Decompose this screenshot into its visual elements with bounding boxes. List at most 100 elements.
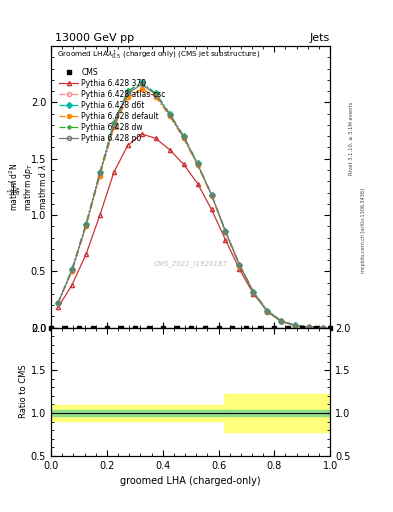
Pythia 6.428 default xyxy=(125,94,130,100)
Pythia 6.428 atlas-csc xyxy=(279,318,284,324)
Pythia 6.428 d6t xyxy=(125,88,130,94)
Pythia 6.428 370 xyxy=(84,251,88,258)
Pythia 6.428 370 xyxy=(125,142,130,148)
Pythia 6.428 p0 xyxy=(153,92,158,98)
Pythia 6.428 370 xyxy=(70,282,74,288)
Pythia 6.428 d6t xyxy=(153,90,158,96)
Pythia 6.428 p0 xyxy=(237,262,242,268)
Pythia 6.428 370 xyxy=(251,291,256,297)
Pythia 6.428 370 xyxy=(97,212,102,218)
Text: CMS_2021_I1920187: CMS_2021_I1920187 xyxy=(154,261,228,267)
CMS xyxy=(244,325,249,331)
Pythia 6.428 dw xyxy=(112,120,116,126)
Pythia 6.428 dw xyxy=(223,228,228,234)
Pythia 6.428 p0 xyxy=(265,309,270,315)
Pythia 6.428 p0 xyxy=(125,90,130,96)
CMS xyxy=(105,325,109,331)
Pythia 6.428 p0 xyxy=(70,267,74,273)
CMS xyxy=(286,325,291,331)
Pythia 6.428 default xyxy=(112,124,116,130)
Pythia 6.428 dw xyxy=(251,289,256,295)
Pythia 6.428 atlas-csc xyxy=(209,191,214,198)
Pythia 6.428 atlas-csc xyxy=(321,325,325,331)
Pythia 6.428 dw xyxy=(181,133,186,139)
Pythia 6.428 default xyxy=(307,324,312,330)
Pythia 6.428 d6t xyxy=(56,300,61,306)
CMS xyxy=(216,325,221,331)
Pythia 6.428 d6t xyxy=(321,325,325,331)
Pythia 6.428 d6t xyxy=(279,318,284,324)
CMS xyxy=(146,325,151,331)
Pythia 6.428 dw xyxy=(293,323,298,329)
Line: CMS: CMS xyxy=(49,325,332,330)
Pythia 6.428 default xyxy=(293,323,298,329)
Pythia 6.428 370 xyxy=(279,318,284,324)
Pythia 6.428 atlas-csc xyxy=(97,173,102,179)
Pythia 6.428 p0 xyxy=(167,112,172,118)
Pythia 6.428 d6t xyxy=(167,111,172,117)
Text: Groomed LHA$\lambda^{1}_{0.5}$ (charged only) (CMS jet substructure): Groomed LHA$\lambda^{1}_{0.5}$ (charged … xyxy=(57,49,260,62)
Pythia 6.428 dw xyxy=(265,308,270,314)
Pythia 6.428 d6t xyxy=(209,191,214,198)
Pythia 6.428 dw xyxy=(140,80,144,87)
Pythia 6.428 370 xyxy=(56,304,61,310)
Pythia 6.428 p0 xyxy=(112,122,116,128)
Pythia 6.428 default xyxy=(251,290,256,296)
CMS xyxy=(63,325,68,331)
Pythia 6.428 dw xyxy=(70,266,74,272)
Pythia 6.428 370 xyxy=(112,169,116,175)
Pythia 6.428 dw xyxy=(237,262,242,268)
Pythia 6.428 atlas-csc xyxy=(140,86,144,92)
Pythia 6.428 p0 xyxy=(209,191,214,198)
Pythia 6.428 370 xyxy=(321,325,325,331)
Pythia 6.428 dw xyxy=(153,90,158,96)
Pythia 6.428 p0 xyxy=(223,229,228,235)
Pythia 6.428 p0 xyxy=(97,170,102,177)
Pythia 6.428 atlas-csc xyxy=(307,324,312,330)
CMS xyxy=(119,325,123,331)
CMS xyxy=(230,325,235,331)
Pythia 6.428 default xyxy=(56,300,61,306)
Pythia 6.428 default xyxy=(237,263,242,269)
Pythia 6.428 default xyxy=(167,113,172,119)
Pythia 6.428 dw xyxy=(56,300,61,306)
Pythia 6.428 370 xyxy=(209,206,214,212)
Pythia 6.428 d6t xyxy=(70,266,74,272)
Pythia 6.428 dw xyxy=(84,221,88,227)
Pythia 6.428 atlas-csc xyxy=(237,262,242,268)
Pythia 6.428 d6t xyxy=(84,221,88,227)
Pythia 6.428 default xyxy=(321,325,325,331)
Pythia 6.428 atlas-csc xyxy=(125,94,130,100)
Pythia 6.428 default xyxy=(223,229,228,235)
Line: Pythia 6.428 d6t: Pythia 6.428 d6t xyxy=(56,80,325,330)
CMS xyxy=(258,325,263,331)
Pythia 6.428 370 xyxy=(223,237,228,243)
Line: Pythia 6.428 dw: Pythia 6.428 dw xyxy=(56,81,325,330)
Pythia 6.428 dw xyxy=(279,318,284,324)
CMS xyxy=(91,325,95,331)
Pythia 6.428 default xyxy=(209,193,214,199)
CMS xyxy=(328,325,332,331)
Pythia 6.428 p0 xyxy=(56,300,61,306)
Text: 13000 GeV pp: 13000 GeV pp xyxy=(55,33,134,44)
Pythia 6.428 d6t xyxy=(140,79,144,85)
CMS xyxy=(160,325,165,331)
Pythia 6.428 d6t xyxy=(223,228,228,234)
Pythia 6.428 d6t xyxy=(237,262,242,268)
Pythia 6.428 p0 xyxy=(321,325,325,331)
Legend: CMS, Pythia 6.428 370, Pythia 6.428 atlas-csc, Pythia 6.428 d6t, Pythia 6.428 de: CMS, Pythia 6.428 370, Pythia 6.428 atla… xyxy=(58,67,167,144)
Pythia 6.428 atlas-csc xyxy=(84,223,88,229)
Line: Pythia 6.428 default: Pythia 6.428 default xyxy=(56,87,325,330)
Pythia 6.428 370 xyxy=(293,323,298,329)
Pythia 6.428 default xyxy=(279,318,284,325)
Pythia 6.428 p0 xyxy=(279,318,284,325)
Pythia 6.428 default xyxy=(153,94,158,100)
Pythia 6.428 dw xyxy=(195,160,200,166)
Text: mcplots.cern.ch [arXiv:1306.3436]: mcplots.cern.ch [arXiv:1306.3436] xyxy=(361,188,366,273)
Pythia 6.428 dw xyxy=(167,111,172,117)
Pythia 6.428 d6t xyxy=(97,169,102,175)
Pythia 6.428 dw xyxy=(307,324,312,330)
Y-axis label: mathrm d$^2$N
mathrm d$p_T$
mathrm d $\lambda$: mathrm d$^2$N mathrm d$p_T$ mathrm d $\l… xyxy=(8,163,48,211)
Pythia 6.428 p0 xyxy=(293,323,298,329)
Y-axis label: Ratio to CMS: Ratio to CMS xyxy=(19,365,28,418)
